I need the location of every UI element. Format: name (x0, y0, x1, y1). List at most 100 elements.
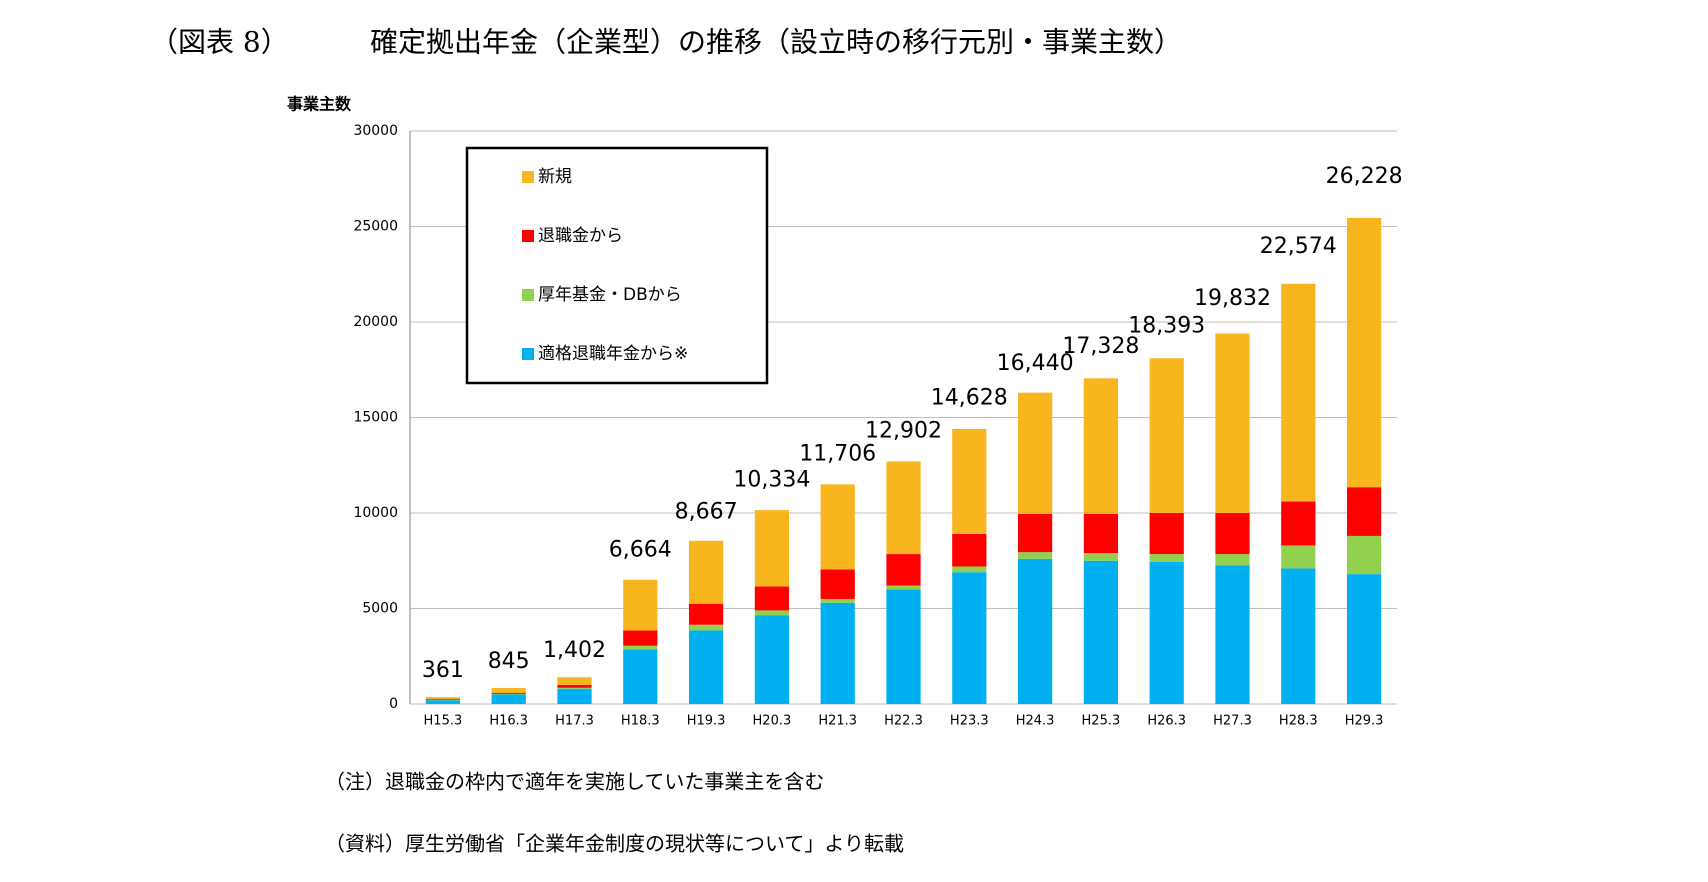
bar-segment (1346, 535, 1382, 575)
bar-segment (1083, 560, 1119, 704)
x-tick-label: H21.3 (818, 714, 857, 729)
bar-segment (1346, 217, 1382, 488)
bar-segment (1149, 358, 1184, 513)
bar-segment (688, 603, 724, 625)
bar-segment (754, 615, 790, 704)
bar-segment (688, 630, 724, 704)
bar-segment (557, 687, 592, 689)
x-tick-label: H19.3 (687, 714, 726, 729)
title: 確定拠出年金（企業型）の推移（設立時の移行元別・事業主数） (370, 26, 1182, 59)
bar-segment (623, 645, 658, 650)
x-tick-label: H16.3 (489, 714, 528, 729)
total-label: 8,667 (675, 499, 738, 524)
bar-segment (557, 677, 592, 685)
legend-swatch (522, 230, 534, 242)
total-label: 11,706 (799, 441, 876, 466)
x-tick-label: H20.3 (753, 714, 792, 729)
bar-segment (623, 649, 658, 704)
legend-label: 退職金から (538, 226, 623, 246)
bar-segment (820, 484, 855, 570)
figure-label: （図表 8） (150, 26, 289, 59)
total-label: 19,832 (1194, 286, 1271, 311)
x-tick-label: H28.3 (1279, 714, 1318, 729)
x-tick-label: H29.3 (1345, 714, 1384, 729)
bar-segment (623, 630, 658, 646)
y-tick-label: 15000 (353, 410, 398, 426)
bar-segment (1281, 568, 1316, 704)
legend-label: 適格退職年金から※ (538, 344, 688, 364)
legend-swatch (522, 348, 534, 360)
x-tick-label: H27.3 (1213, 714, 1252, 729)
x-tick-label: H24.3 (1016, 714, 1055, 729)
bar-segment (952, 428, 987, 535)
bar-segment (886, 589, 921, 704)
bar-segment (1281, 283, 1316, 502)
x-tick-label: H18.3 (621, 714, 660, 729)
bar-segment (952, 534, 987, 567)
source: （資料）厚生労働省「企業年金制度の現状等について」より転載 (325, 832, 904, 856)
bar-segment (688, 624, 724, 631)
bar-segment (1215, 565, 1250, 704)
bar-segment (1346, 487, 1382, 536)
total-label: 361 (422, 658, 464, 683)
y-tick-label: 10000 (353, 505, 398, 521)
bar-segment (1083, 553, 1119, 561)
bar-segment (557, 688, 592, 704)
legend-label: 厚年基金・DBから (538, 285, 682, 305)
bar-segment (754, 510, 790, 587)
total-label: 26,228 (1326, 164, 1403, 189)
bar-segment (1215, 513, 1250, 555)
bar-segment (820, 598, 855, 603)
bar-segment (1149, 513, 1184, 555)
total-label: 18,393 (1128, 314, 1205, 339)
legend-swatch (522, 171, 534, 183)
bar-segment (1346, 574, 1382, 704)
note: （注）退職金の枠内で適年を実施していた事業主を含む (325, 770, 824, 794)
x-tick-label: H17.3 (555, 714, 594, 729)
bar-segment (425, 699, 461, 700)
bar-segment (1149, 561, 1184, 704)
bar-segment (688, 540, 724, 604)
total-label: 6,664 (609, 538, 672, 563)
total-label: 10,334 (733, 468, 810, 493)
y-tick-label: 30000 (353, 123, 398, 139)
x-tick-label: H22.3 (884, 714, 923, 729)
bar-segment (1281, 501, 1316, 546)
bar-segment (1017, 552, 1053, 559)
bar-segment (754, 586, 790, 611)
y-tick-label: 25000 (353, 219, 398, 235)
x-tick-label: H26.3 (1147, 714, 1186, 729)
y-tick-label: 5000 (362, 601, 398, 617)
legend-label: 新規 (538, 167, 572, 187)
bar-segment (952, 566, 987, 573)
bar-segment (1017, 392, 1053, 514)
bar-segment (952, 572, 987, 704)
total-label: 14,628 (931, 386, 1008, 411)
total-label: 12,902 (865, 419, 942, 444)
bar-segment (820, 602, 855, 704)
bar-segment (623, 579, 658, 631)
bar-segment (1215, 554, 1250, 566)
bar-segment (491, 693, 526, 695)
bar-segment (491, 687, 526, 693)
bar-segment (491, 694, 526, 704)
bar-segment (886, 554, 921, 586)
bar-segment (1215, 333, 1250, 513)
y-axis-label: 事業主数 (287, 95, 352, 114)
x-tick-label: H23.3 (950, 714, 989, 729)
legend-swatch (522, 289, 534, 301)
y-tick-label: 20000 (353, 314, 398, 330)
bar-segment (886, 461, 921, 555)
legend-box (465, 146, 769, 385)
bar-segment (1281, 545, 1316, 569)
bar-segment (557, 684, 592, 688)
total-label: 22,574 (1260, 234, 1337, 259)
bar-segment (886, 585, 921, 590)
bar-segment (754, 610, 790, 616)
bar-segment (820, 569, 855, 599)
bar-segment (1083, 513, 1119, 554)
bar-segment (425, 697, 461, 700)
x-tick-label: H25.3 (1082, 714, 1121, 729)
total-label: 845 (488, 649, 530, 674)
bar-segment (1083, 378, 1119, 514)
